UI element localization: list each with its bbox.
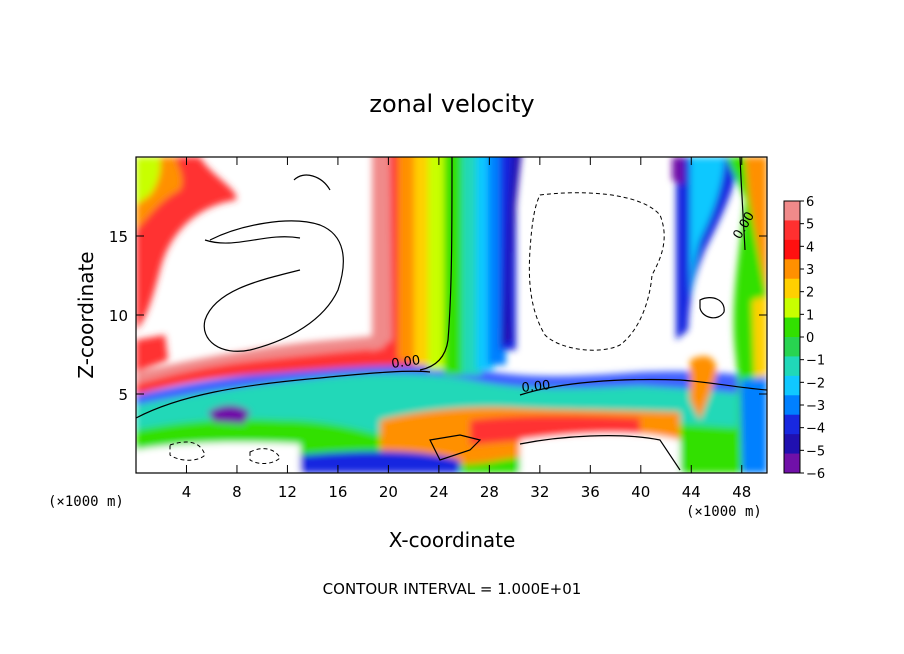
colorbar-swatch (784, 239, 800, 260)
x-tick-label: 20 (379, 483, 398, 501)
colorbar-swatch (784, 278, 800, 299)
colorbar-label: −4 (806, 422, 825, 437)
colorbar-label: −1 (806, 354, 825, 369)
colorbar-label: 1 (806, 308, 814, 323)
colorbar-label: −2 (806, 376, 825, 391)
x-tick-label: 16 (328, 483, 347, 501)
x-tick-label: 44 (682, 483, 701, 501)
y-axis: 5 10 15 (109, 228, 767, 404)
contour-label: 0.00 (521, 378, 551, 396)
colorbar-swatch (784, 453, 800, 474)
colorbar-swatch (784, 259, 800, 280)
colorbar-swatch (784, 434, 800, 455)
colorbar: 6 5 4 3 2 1 0 −1 −2 −3 −4 −5 −6 (783, 195, 825, 482)
colorbar-swatch (784, 356, 800, 377)
colorbar-label: 3 (806, 263, 814, 278)
colorbar-label: 5 (806, 218, 814, 233)
x-tick-label: 40 (631, 483, 650, 501)
x-tick-label: 8 (232, 483, 242, 501)
colorbar-swatch (784, 298, 800, 319)
y-tick-label: 15 (109, 228, 128, 246)
colorbar-swatch (784, 220, 800, 241)
x-tick-label: 24 (429, 483, 448, 501)
colorbar-label: −6 (806, 467, 825, 482)
contour-interval-footer: CONTOUR INTERVAL = 1.000E+01 (323, 580, 582, 598)
colorbar-label: 6 (806, 195, 814, 210)
x-tick-label: 32 (530, 483, 549, 501)
x-axis-title: X-coordinate (389, 528, 516, 552)
y-tick-label: 10 (109, 307, 128, 325)
colorbar-label: −3 (806, 399, 825, 414)
colorbar-swatch (784, 375, 800, 396)
y-tick-label: 5 (118, 386, 128, 404)
colorbar-label: −5 (806, 444, 825, 459)
colorbar-swatch (784, 414, 800, 435)
colorbar-swatch (784, 395, 800, 416)
colorbar-label: 2 (806, 286, 814, 301)
chart-title: zonal velocity (369, 90, 534, 118)
colorbar-label: 0 (806, 331, 814, 346)
x-axis-unit: (×1000 m) (686, 504, 762, 520)
x-tick-label: 4 (182, 483, 192, 501)
colorbar-swatch (784, 201, 800, 221)
colorbar-swatch (784, 337, 800, 357)
y-axis-title: Z-coordinate (74, 251, 98, 378)
plot-area: 0.00 0.00 0.00 (136, 157, 767, 473)
contour-label: 0.00 (390, 353, 421, 372)
x-axis: 4 8 12 16 20 24 28 32 36 40 44 48 (182, 157, 751, 501)
colorbar-swatch (784, 317, 800, 338)
colorbar-label: 4 (806, 240, 814, 255)
x-tick-label: 12 (278, 483, 297, 501)
y-axis-unit: (×1000 m) (48, 494, 124, 510)
x-tick-label: 36 (581, 483, 600, 501)
x-tick-label: 28 (480, 483, 499, 501)
x-tick-label: 48 (732, 483, 751, 501)
